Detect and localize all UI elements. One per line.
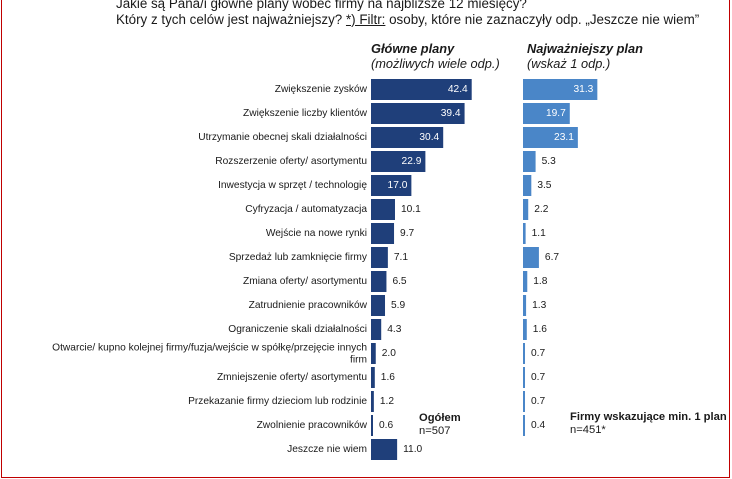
top-bar-7 [523, 247, 539, 268]
question-line-1: Jakie są Pana/i główne plany wobec firmy… [116, 0, 527, 11]
main-sample-size: n=507 [419, 425, 451, 437]
filter-label: *) Filtr: [345, 11, 386, 27]
main-bar-11 [371, 343, 376, 364]
top-value-label-10: 1.6 [533, 324, 547, 335]
main-bar-7 [371, 247, 388, 268]
category-label-9: Zatrudnienie pracowników [249, 300, 368, 311]
main-value-label-11: 2.0 [382, 348, 396, 359]
main-bar-3 [371, 151, 426, 172]
main-value-label-10: 4.3 [387, 324, 401, 335]
top-value-label-1: 19.7 [546, 108, 566, 119]
top-value-label-0: 31.3 [574, 84, 594, 95]
main-sample-label: Ogółem [419, 412, 461, 424]
main-value-label-5: 10.1 [401, 204, 421, 215]
main-value-label-15: 11.0 [403, 444, 422, 455]
top-value-label-14: 0.4 [531, 420, 545, 431]
main-value-label-9: 5.9 [391, 300, 405, 311]
top-bar-6 [523, 223, 526, 244]
main-bar-8 [371, 271, 387, 292]
main-sample-note: Ogółem n=507 [419, 412, 461, 438]
top-bar-13 [523, 391, 525, 412]
main-column-title: Główne plany [371, 41, 455, 56]
top-bar-2 [523, 127, 578, 148]
main-value-label-8: 6.5 [392, 276, 406, 287]
top-sample-label: Firmy wskazujące min. 1 plan [570, 411, 727, 423]
top-bar-8 [523, 271, 528, 292]
main-bar-10 [371, 319, 382, 340]
top-value-label-8: 1.8 [533, 276, 547, 287]
category-label-15: Jeszcze nie wiem [287, 444, 367, 455]
main-value-label-4: 17.0 [388, 180, 408, 191]
main-value-label-12: 1.6 [381, 372, 395, 383]
main-value-label-2: 30.4 [419, 132, 439, 143]
question-line-2-suffix: osoby, które nie zaznaczyły odp. „Jeszcz… [385, 11, 700, 27]
top-bar-5 [523, 199, 529, 220]
top-bar-4 [523, 175, 532, 196]
top-value-label-12: 0.7 [531, 372, 545, 383]
category-label-5: Cyfryzacja / automatyzacja [245, 204, 367, 215]
top-column-subtitle: (wskaż 1 odp.) [527, 56, 611, 71]
top-value-label-13: 0.7 [531, 396, 545, 407]
top-column-title: Najważniejszy plan [527, 41, 643, 56]
category-label-0: Zwiększenie zysków [275, 84, 368, 95]
main-bar-5 [371, 199, 395, 220]
top-bar-1 [523, 103, 570, 124]
top-value-label-3: 5.3 [542, 156, 556, 167]
top-bar-9 [523, 295, 527, 316]
main-bar-6 [371, 223, 395, 244]
category-label-8: Zmiana oferty/ asortymentu [243, 276, 367, 287]
main-column-subtitle: (możliwych wiele odp.) [371, 56, 500, 71]
category-label-10: Ograniczenie skali działalności [228, 324, 367, 335]
main-bar-1 [371, 103, 465, 124]
category-label-13: Przekazanie firmy dzieciom lub rodzinie [188, 396, 367, 407]
top-bar-11 [523, 343, 525, 364]
top-value-label-11: 0.7 [531, 348, 545, 359]
top-value-label-7: 6.7 [545, 252, 559, 263]
main-value-label-7: 7.1 [394, 252, 408, 263]
main-column-header: Główne plany (możliwych wiele odp.) [371, 41, 500, 71]
top-sample-note: Firmy wskazujące min. 1 plan n=451* [570, 411, 727, 437]
top-bar-10 [523, 319, 527, 340]
top-value-label-5: 2.2 [534, 204, 548, 215]
top-bar-3 [523, 151, 536, 172]
top-value-label-4: 3.5 [537, 180, 551, 191]
category-label-1: Zwiększenie liczby klientów [243, 108, 368, 119]
main-bar-0 [371, 79, 472, 100]
category-label-4: Inwestycja w sprzęt / technologię [218, 180, 367, 191]
main-value-label-6: 9.7 [400, 228, 414, 239]
main-value-label-3: 22.9 [402, 156, 422, 167]
main-bar-9 [371, 295, 386, 316]
category-label-12: Zmniejszenie oferty/ asortymentu [217, 372, 367, 383]
category-label-7: Sprzedaż lub zamknięcie firmy [229, 252, 368, 263]
category-label-14: Zwolnienie pracowników [257, 420, 368, 431]
main-bar-12 [371, 367, 375, 388]
top-value-label-6: 1.1 [532, 228, 546, 239]
main-bar-2 [371, 127, 444, 148]
main-bar-15 [371, 439, 398, 460]
top-column-header: Najważniejszy plan (wskaż 1 odp.) [527, 41, 643, 71]
category-label-6: Wejście na nowe rynki [266, 228, 367, 239]
main-bar-13 [371, 391, 374, 412]
main-bar-14 [371, 415, 373, 436]
top-sample-size: n=451* [570, 424, 606, 436]
main-value-label-13: 1.2 [380, 396, 394, 407]
top-value-label-9: 1.3 [532, 300, 546, 311]
top-bar-12 [523, 367, 525, 388]
main-value-label-0: 42.4 [448, 84, 468, 95]
main-value-label-1: 39.4 [441, 108, 461, 119]
main-bar-4 [371, 175, 412, 196]
question-text: Jakie są Pana/i główne plany wobec firmy… [116, 0, 699, 27]
category-label-11-line-2: firm [350, 355, 367, 366]
category-label-3: Rozszerzenie oferty/ asortymentu [215, 156, 367, 167]
main-value-label-14: 0.6 [379, 420, 393, 431]
top-bar-0 [523, 79, 598, 100]
category-label-2: Utrzymanie obecnej skali działalności [198, 132, 367, 143]
top-value-label-2: 23.1 [554, 132, 574, 143]
top-bar-14 [523, 415, 525, 436]
category-label-11-line-1: Otwarcie/ kupno kolejnej firmy/fuzja/wej… [52, 343, 367, 354]
question-line-2-prefix: Który z tych celów jest najważniejszy? [116, 11, 346, 27]
question-line-2: Który z tych celów jest najważniejszy? *… [116, 12, 699, 28]
